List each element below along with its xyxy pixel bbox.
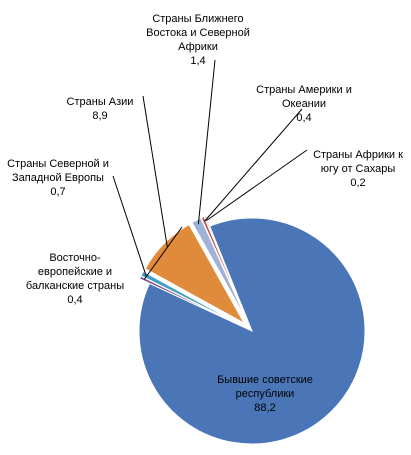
slice-value-label: 0,2 (350, 177, 365, 189)
slice-label-бывшие-советские-республики: Бывшие советские республики 88,2 (217, 374, 313, 414)
slice-label-line: югу от Сахары (321, 163, 396, 175)
leader-line-страны-америки-и-океании (204, 108, 303, 222)
slices-layer (138, 215, 366, 445)
slice-label-страны-азии: Страны Азии 8,9 (67, 96, 134, 122)
leader-line-страны-африки-к-югу-от-сахары (206, 149, 308, 221)
slice-label-line: балканские страны (26, 280, 124, 292)
slice-label-line: Западной Европы (12, 172, 104, 184)
slice-label-line: Восточно- (49, 252, 101, 264)
slice-label-line: Востока и Северной (146, 27, 250, 39)
labels-layer: Бывшие советские республики 88,2 Восточно-е… (7, 13, 403, 414)
leader-line-страны-азии (142, 95, 168, 247)
slice-label-line: Страны Африки к (313, 149, 403, 161)
slice-value-label: 0,4 (67, 294, 82, 306)
slice-label-line: республики (236, 388, 295, 400)
slice-label-line: Страны Северной и (7, 158, 109, 170)
pie-slice-страны-азии (144, 223, 246, 325)
leader-line-страны-северной-и-западной-европы (112, 175, 147, 276)
slice-label-line: Страны Ближнего (152, 13, 243, 25)
slice-value-label: 88,2 (254, 402, 275, 414)
slice-value-label: 0,7 (50, 186, 65, 198)
slice-label-страны-америки-и-океании: Страны Америки и Океании 0,4 (256, 84, 352, 124)
pie-slice-страны-ближнего-востока-и-северной-африки (191, 217, 248, 322)
slice-label-страны-ближнего-востока-и-северной-африки: Страны Ближнего Востока и Северной Африки 1… (146, 13, 250, 67)
slice-value-label: 0,4 (296, 112, 311, 124)
pie-slice-страны-северной-и-западной-европы (140, 270, 243, 327)
slice-label-line: европейские и (38, 266, 112, 278)
pie-slice-страны-африки-к-югу-от-сахары (203, 215, 249, 322)
leader-lines-layer (112, 59, 308, 280)
leader-line-восточно-европейские-и-балканские-страны (143, 226, 183, 280)
pie-slice-бывшие-советские-республики (138, 217, 366, 445)
slice-value-label: 8,9 (92, 110, 107, 122)
slice-label-line: Бывшие советские (217, 374, 313, 386)
leader-line-страны-ближнего-востока-и-северной-африки (197, 59, 216, 225)
slice-label-line: Страны Америки и (256, 84, 352, 96)
slice-label-страны-северной-и-западной-европы: Страны Северной и Западной Европы 0,7 (7, 158, 109, 198)
slice-label-line: Океании (282, 98, 326, 110)
slice-value-label: 1,4 (190, 55, 205, 67)
slice-label-line: Страны Азии (67, 96, 134, 108)
slice-label-line: Африки (178, 41, 218, 53)
slice-label-страны-африки-к-югу-от-сахары: Страны Африки к югу от Сахары 0,2 (313, 149, 403, 189)
slice-label-восточно-европейские-и-балканские-страны: Восточно-европейские и балканские страны 0… (26, 252, 124, 306)
